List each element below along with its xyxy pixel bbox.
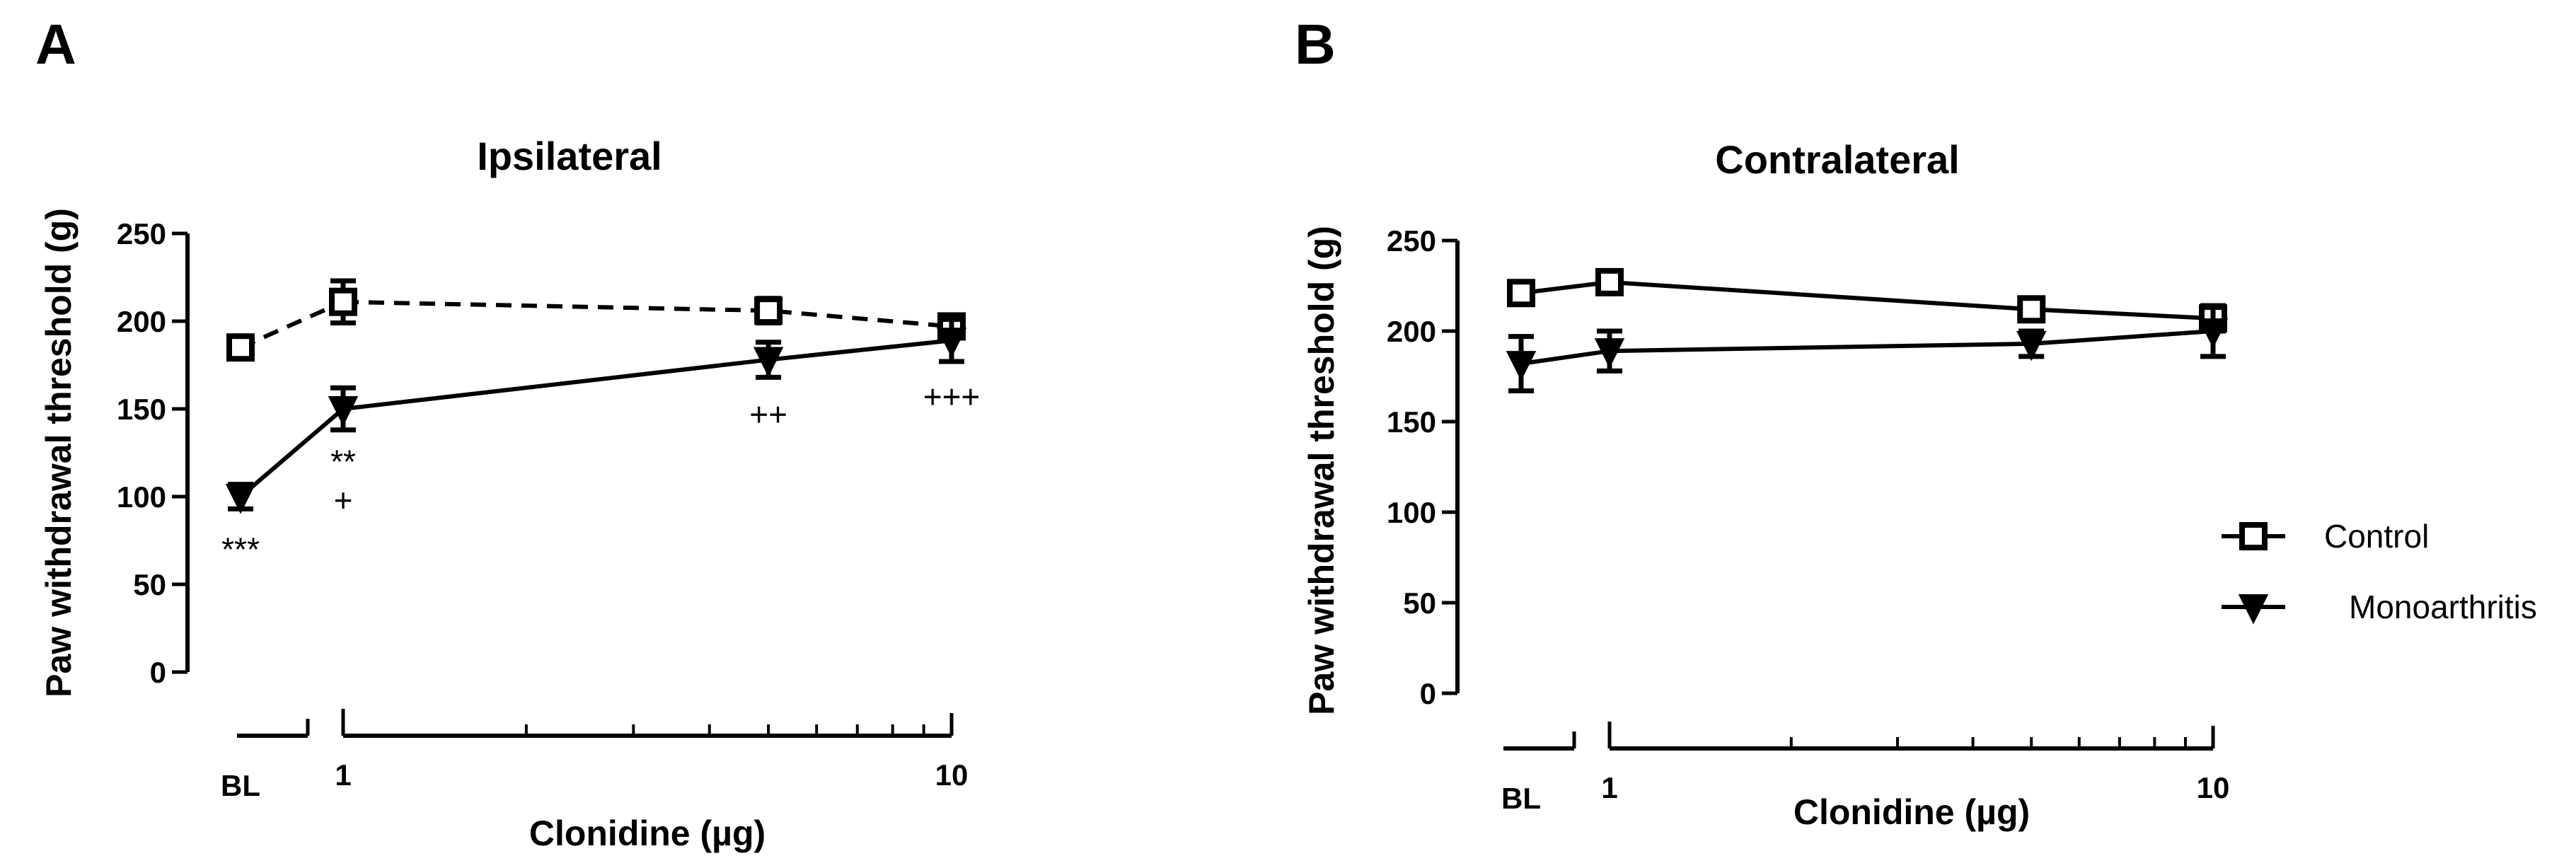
data-point-baseline <box>225 484 256 514</box>
y-tick-label: 200 <box>117 305 166 338</box>
y-tick-label: 0 <box>150 656 166 689</box>
y-tick-label: 200 <box>1387 315 1436 348</box>
series-control <box>1507 267 2227 334</box>
data-point <box>2017 295 2046 324</box>
panel-letter: B <box>1295 13 1336 76</box>
series-line-baseline-connector <box>239 299 345 349</box>
x-tick-label-bl: BL <box>221 769 260 802</box>
y-axis-label: Paw withdrawal threshold (g) <box>1302 226 1341 715</box>
data-point-baseline <box>1507 279 1535 308</box>
significance-annotation: + <box>334 482 353 519</box>
series-control <box>226 278 966 362</box>
legend-marker <box>2238 594 2269 625</box>
x-tick-label: 1 <box>335 758 351 792</box>
data-point <box>1595 267 1624 296</box>
legend-marker <box>2239 522 2268 550</box>
legend: Control Monoarthritis <box>2222 518 2537 625</box>
panel-b: B Contralateral 0 50 100 150 200 250 Paw withdra… <box>1295 13 2537 832</box>
y-tick-label: 150 <box>1387 405 1436 439</box>
series-line-baseline-connector <box>239 407 345 499</box>
data-point <box>2016 330 2047 361</box>
series-line-baseline-connector <box>1520 279 1610 296</box>
panel-letter: A <box>35 13 76 76</box>
y-tick-label: 0 <box>1420 677 1436 710</box>
series-monoarthritis <box>225 317 967 514</box>
y-axis-label: Paw withdrawal threshold (g) <box>39 208 79 698</box>
data-point <box>753 347 784 378</box>
x-tick-label-bl: BL <box>1501 782 1541 815</box>
chart-title: Ipsilateral <box>477 134 662 178</box>
legend-label: Control <box>2324 518 2429 555</box>
chart-title: Contralateral <box>1715 137 1959 182</box>
y-tick-label: 250 <box>117 217 166 250</box>
legend-label: Monoarthritis <box>2349 589 2537 625</box>
series-line <box>1609 279 2214 321</box>
y-tick-label: 50 <box>1403 586 1436 620</box>
y-tick-label: 100 <box>1387 496 1436 529</box>
series-monoarthritis <box>1506 303 2229 393</box>
data-point <box>1594 338 1625 369</box>
data-point <box>328 396 359 427</box>
y-tick-label: 150 <box>117 393 166 426</box>
significance-annotation: +++ <box>923 378 981 415</box>
x-axis-label: Clonidine (µg) <box>1794 792 2030 832</box>
y-tick-label: 50 <box>133 568 166 601</box>
data-point <box>754 296 783 325</box>
x-axis-label: Clonidine (µg) <box>529 814 766 853</box>
x-tick-label: 1 <box>1601 771 1617 804</box>
significance-annotation: ++ <box>749 395 787 432</box>
significance-annotation: *** <box>221 531 260 567</box>
panel-a: A Ipsilateral 0 50 100 150 200 250 Paw withdrawa… <box>35 13 980 853</box>
series-line <box>1609 329 2214 354</box>
series-line-baseline-connector <box>1520 349 1610 366</box>
y-tick-label: 100 <box>117 480 166 514</box>
data-point <box>2197 318 2229 349</box>
data-point <box>329 287 357 316</box>
data-point <box>936 328 967 358</box>
x-tick-label: 10 <box>2197 771 2230 804</box>
data-point-baseline <box>226 333 255 362</box>
series-line <box>342 299 952 329</box>
series-line <box>342 338 952 411</box>
data-point-baseline <box>1506 351 1537 381</box>
x-tick-label: 10 <box>935 758 969 792</box>
significance-annotation: ** <box>330 443 356 480</box>
y-tick-label: 250 <box>1387 224 1436 257</box>
